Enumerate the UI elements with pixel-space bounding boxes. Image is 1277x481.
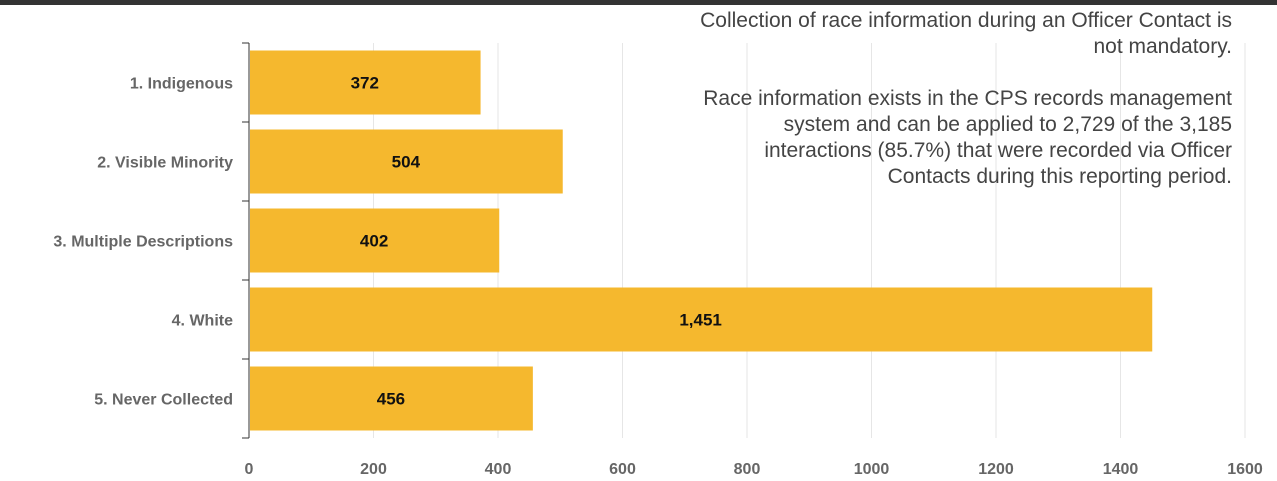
bar-value-label: 1,451 xyxy=(679,311,722,330)
bar-value-label: 456 xyxy=(377,390,405,409)
category-label: 1. Indigenous xyxy=(130,76,233,93)
annotation-line-1: Collection of race information during an… xyxy=(700,9,1232,58)
bar-value-label: 372 xyxy=(351,74,379,93)
top-border xyxy=(0,0,1277,5)
category-labels: 1. Indigenous 2. Visible Minority 3. Multi… xyxy=(53,76,233,409)
x-tick-label: 400 xyxy=(485,461,512,478)
bars: 372 504 402 1,451 456 xyxy=(250,50,1153,431)
category-label: 4. White xyxy=(172,313,233,330)
x-tick-label: 1400 xyxy=(1103,461,1139,478)
bar-value-label: 402 xyxy=(360,232,388,251)
category-label: 3. Multiple Descriptions xyxy=(53,234,233,251)
x-tick-label: 1600 xyxy=(1227,461,1263,478)
x-tick-label: 200 xyxy=(360,461,387,478)
bar-value-label: 504 xyxy=(392,153,421,172)
category-label: 2. Visible Minority xyxy=(97,155,233,172)
y-axis xyxy=(242,42,250,439)
bar xyxy=(250,50,481,115)
x-tick-label: 0 xyxy=(245,461,254,478)
x-tick-label: 1200 xyxy=(978,461,1014,478)
x-tick-labels: 0 200 400 600 800 1000 1200 1400 1600 xyxy=(245,461,1263,478)
bar xyxy=(250,208,500,273)
x-tick-label: 800 xyxy=(734,461,761,478)
x-tick-label: 1000 xyxy=(854,461,890,478)
x-tick-label: 600 xyxy=(609,461,636,478)
bar xyxy=(250,366,533,431)
annotation-line-2: Race information exists in the CPS recor… xyxy=(703,87,1232,188)
chart-annotation: Collection of race information during an… xyxy=(700,8,1232,190)
category-label: 5. Never Collected xyxy=(94,392,233,409)
bar xyxy=(250,129,563,194)
bar xyxy=(250,287,1153,352)
